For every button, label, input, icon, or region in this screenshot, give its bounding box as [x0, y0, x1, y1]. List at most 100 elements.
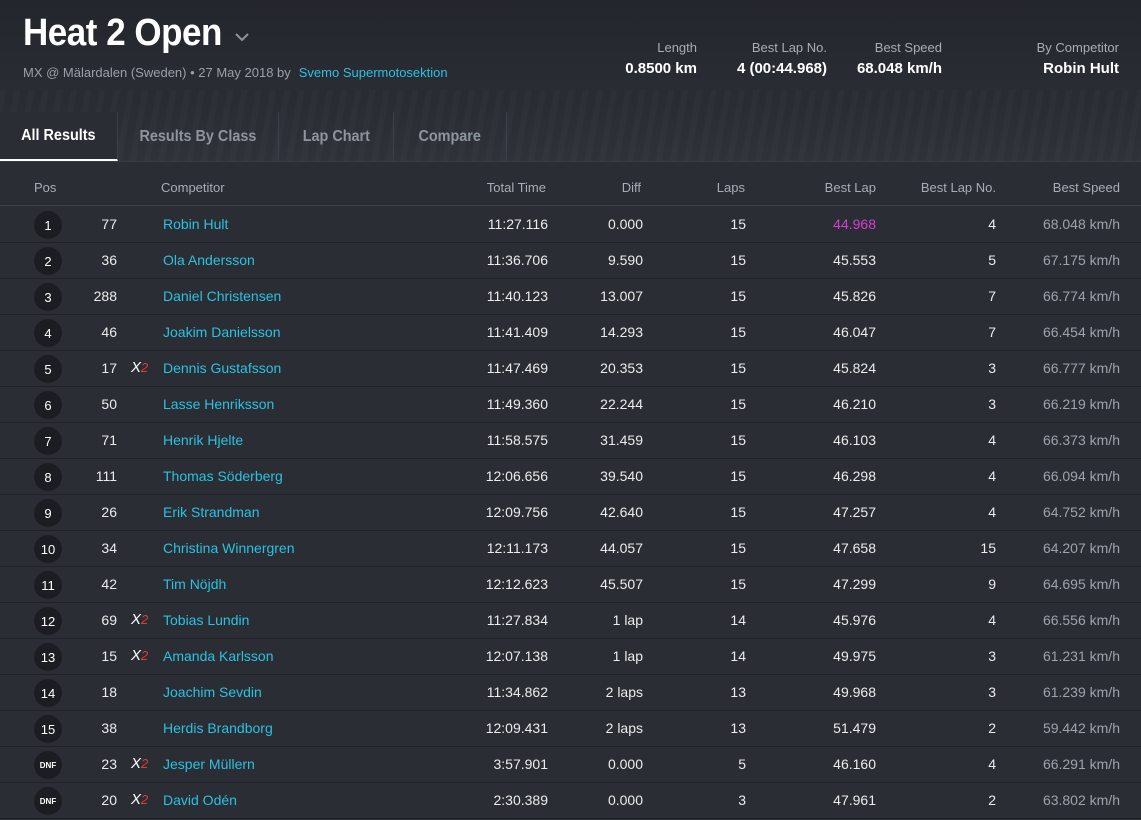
column-header-total-time[interactable]: Total Time: [486, 180, 546, 195]
competitor-link[interactable]: Thomas Söderberg: [163, 468, 283, 484]
column-header-best-lap[interactable]: Best Lap: [824, 180, 876, 195]
best-lap-no: 15: [980, 540, 996, 556]
competitor-link[interactable]: Ola Andersson: [163, 252, 255, 268]
best-lap-no: 3: [988, 684, 996, 700]
table-row[interactable]: 6 50 Lasse Henriksson 11:49.360 22.244 15 46.2…: [0, 387, 1141, 423]
stat-label: Length: [657, 40, 697, 55]
x2-transponder-icon: X2: [131, 611, 148, 628]
tab-lap-chart[interactable]: Lap Chart: [279, 112, 394, 161]
diff: 1 lap: [612, 612, 643, 628]
table-row[interactable]: DNF 20 X2 David Odén 2:30.389 0.000 3 47.961 2 63…: [0, 783, 1141, 819]
best-lap: 44.968: [833, 216, 876, 232]
diff: 42.640: [600, 504, 643, 520]
best-lap: 47.257: [833, 504, 876, 520]
tab-bar: All Results Results By Class Lap Chart C…: [0, 112, 507, 161]
table-row[interactable]: 8 111 Thomas Söderberg 12:06.656 39.540 15 46.…: [0, 459, 1141, 495]
position-badge: 15: [34, 715, 62, 743]
laps: 15: [730, 324, 746, 340]
bike-number: 17: [101, 360, 117, 376]
best-lap: 51.479: [833, 720, 876, 736]
competitor-link[interactable]: Robin Hult: [163, 216, 229, 232]
competitor-link[interactable]: David Odén: [163, 792, 237, 808]
stat-value: Robin Hult: [1043, 60, 1119, 77]
table-row[interactable]: 15 38 Herdis Brandborg 12:09.431 2 laps 13 51.…: [0, 711, 1141, 747]
x2-transponder-icon: X2: [131, 791, 148, 808]
laps: 15: [730, 288, 746, 304]
total-time: 2:30.389: [493, 792, 549, 808]
chevron-down-icon[interactable]: [231, 26, 253, 48]
best-lap: 46.298: [833, 468, 876, 484]
competitor-link[interactable]: Jesper Müllern: [163, 756, 255, 772]
organizer-link[interactable]: Svemo Supermotosektion: [298, 65, 448, 80]
bike-number: 34: [101, 540, 117, 556]
tab-compare[interactable]: Compare: [394, 112, 507, 161]
bike-number: 23: [101, 756, 117, 772]
column-header-competitor[interactable]: Competitor: [161, 180, 225, 195]
best-speed: 64.695 km/h: [1042, 576, 1120, 592]
tab-label: Lap Chart: [302, 127, 370, 145]
column-header-laps[interactable]: Laps: [716, 180, 745, 195]
best-lap: 47.961: [833, 792, 876, 808]
diff: 31.459: [600, 432, 643, 448]
event-subtitle: MX @ Mälardalen (Sweden) • 27 May 2018 b…: [23, 65, 448, 80]
best-lap-no: 7: [988, 324, 996, 340]
table-row[interactable]: 12 69 X2 Tobias Lundin 11:27.834 1 lap 14 45.97…: [0, 603, 1141, 639]
table-row[interactable]: 2 36 Ola Andersson 11:36.706 9.590 15 45.553 5 6…: [0, 243, 1141, 279]
laps: 5: [738, 756, 746, 772]
table-row[interactable]: 14 18 Joachim Sevdin 11:34.862 2 laps 13 49.96…: [0, 675, 1141, 711]
table-row[interactable]: 7 71 Henrik Hjelte 11:58.575 31.459 15 46.103 4…: [0, 423, 1141, 459]
x2-two: 2: [141, 612, 149, 627]
competitor-link[interactable]: Lasse Henriksson: [163, 396, 275, 412]
column-header-best-lap-no[interactable]: Best Lap No.: [920, 180, 996, 195]
best-speed: 66.556 km/h: [1042, 612, 1120, 628]
table-row[interactable]: 10 34 Christina Winnergren 12:11.173 44.057 1…: [0, 531, 1141, 567]
laps: 3: [738, 792, 746, 808]
best-lap-no: 2: [988, 792, 996, 808]
position-badge: 3: [34, 283, 62, 311]
best-lap-no: 4: [988, 216, 996, 232]
competitor-link[interactable]: Dennis Gustafsson: [163, 360, 282, 376]
diff: 22.244: [600, 396, 643, 412]
diff: 20.353: [600, 360, 643, 376]
x2-transponder-icon: X2: [131, 755, 148, 772]
table-row[interactable]: 11 42 Tim Nöjdh 12:12.623 45.507 15 47.299 9 64.…: [0, 567, 1141, 603]
best-lap: 49.968: [833, 684, 876, 700]
laps: 15: [730, 540, 746, 556]
competitor-link[interactable]: Herdis Brandborg: [163, 720, 273, 736]
table-row[interactable]: 13 15 X2 Amanda Karlsson 12:07.138 1 lap 14 49.…: [0, 639, 1141, 675]
table-row[interactable]: 9 26 Erik Strandman 12:09.756 42.640 15 47.257…: [0, 495, 1141, 531]
best-speed: 61.231 km/h: [1042, 648, 1120, 664]
best-speed: 66.291 km/h: [1042, 756, 1120, 772]
competitor-link[interactable]: Joachim Sevdin: [163, 684, 262, 700]
best-lap: 47.299: [833, 576, 876, 592]
laps: 14: [730, 648, 746, 664]
bike-number: 69: [101, 612, 117, 628]
tab-all-results[interactable]: All Results: [0, 112, 118, 161]
table-row[interactable]: 4 46 Joakim Danielsson 11:41.409 14.293 15 46.…: [0, 315, 1141, 351]
best-lap: 46.210: [833, 396, 876, 412]
competitor-link[interactable]: Tobias Lundin: [163, 612, 250, 628]
competitor-link[interactable]: Erik Strandman: [163, 504, 260, 520]
best-speed: 66.774 km/h: [1042, 288, 1120, 304]
x2-x: X: [131, 647, 142, 664]
competitor-link[interactable]: Christina Winnergren: [163, 540, 295, 556]
table-row[interactable]: 3 288 Daniel Christensen 11:40.123 13.007 15 4…: [0, 279, 1141, 315]
column-header-pos[interactable]: Pos: [34, 180, 57, 195]
tab-results-by-class[interactable]: Results By Class: [118, 112, 279, 161]
table-row[interactable]: 5 17 X2 Dennis Gustafsson 11:47.469 20.353 15 4…: [0, 351, 1141, 387]
competitor-link[interactable]: Joakim Danielsson: [163, 324, 281, 340]
title-wrap[interactable]: Heat 2 Open: [23, 12, 253, 55]
column-header-best-speed[interactable]: Best Speed: [1052, 180, 1120, 195]
position-badge: 1: [34, 211, 62, 239]
column-header-diff[interactable]: Diff: [621, 180, 641, 195]
competitor-link[interactable]: Henrik Hjelte: [163, 432, 244, 448]
total-time: 12:12.623: [485, 576, 548, 592]
diff: 9.590: [607, 252, 643, 268]
competitor-link[interactable]: Tim Nöjdh: [163, 576, 227, 592]
best-lap-no: 3: [988, 648, 996, 664]
table-row[interactable]: 1 77 Robin Hult 11:27.116 0.000 15 44.968 4 68.0…: [0, 207, 1141, 243]
position-badge: 7: [34, 427, 62, 455]
competitor-link[interactable]: Amanda Karlsson: [163, 648, 274, 664]
table-row[interactable]: DNF 23 X2 Jesper Müllern 3:57.901 0.000 5 46.16…: [0, 747, 1141, 783]
competitor-link[interactable]: Daniel Christensen: [163, 288, 282, 304]
